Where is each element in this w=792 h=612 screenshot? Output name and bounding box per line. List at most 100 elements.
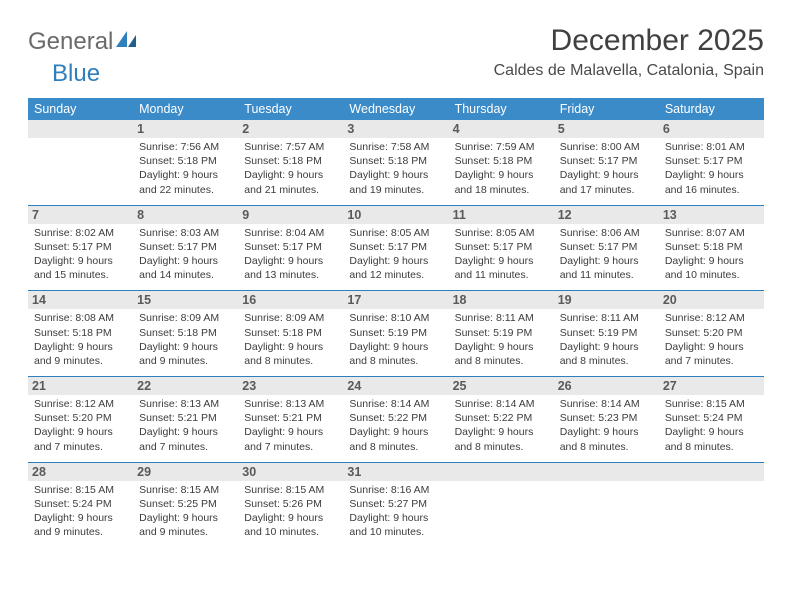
day-cell: 7Sunrise: 8:02 AMSunset: 5:17 PMDaylight… [28, 206, 133, 291]
day-cell: 24Sunrise: 8:14 AMSunset: 5:22 PMDayligh… [343, 377, 448, 462]
sunrise-text: Sunrise: 8:03 AM [139, 226, 232, 240]
day-cell: 13Sunrise: 8:07 AMSunset: 5:18 PMDayligh… [659, 206, 764, 291]
day-number: 22 [133, 377, 238, 395]
daylight-line1: Daylight: 9 hours [34, 425, 127, 439]
sunrise-text: Sunrise: 8:07 AM [665, 226, 758, 240]
day-info: Sunrise: 8:15 AMSunset: 5:24 PMDaylight:… [665, 397, 758, 454]
daylight-line1: Daylight: 9 hours [560, 425, 653, 439]
sunrise-text: Sunrise: 8:09 AM [244, 311, 337, 325]
sunrise-text: Sunrise: 7:58 AM [349, 140, 442, 154]
day-info: Sunrise: 8:00 AMSunset: 5:17 PMDaylight:… [560, 140, 653, 197]
daylight-line2: and 8 minutes. [455, 440, 548, 454]
day-cell: 3 Sunrise: 7:58 AMSunset: 5:18 PMDaylight… [343, 120, 448, 205]
sunrise-text: Sunrise: 8:02 AM [34, 226, 127, 240]
day-cell: 1 Sunrise: 7:56 AMSunset: 5:18 PMDaylight… [133, 120, 238, 205]
day-number: 27 [659, 377, 764, 395]
day-cell: 16Sunrise: 8:09 AMSunset: 5:18 PMDayligh… [238, 291, 343, 376]
sunrise-text: Sunrise: 8:08 AM [34, 311, 127, 325]
day-header: Thursday [449, 98, 554, 120]
daylight-line1: Daylight: 9 hours [455, 340, 548, 354]
sunset-text: Sunset: 5:18 PM [244, 154, 337, 168]
day-number: 26 [554, 377, 659, 395]
sunset-text: Sunset: 5:19 PM [455, 326, 548, 340]
sunrise-text: Sunrise: 8:05 AM [455, 226, 548, 240]
day-cell: 31 Sunrise: 8:16 AMSunset: 5:27 PMDayligh… [343, 463, 448, 548]
daylight-line2: and 8 minutes. [349, 440, 442, 454]
sunrise-text: Sunrise: 8:14 AM [560, 397, 653, 411]
day-info: Sunrise: 8:10 AMSunset: 5:19 PMDaylight:… [349, 311, 442, 368]
day-number-empty [659, 463, 764, 481]
daylight-line1: Daylight: 9 hours [244, 168, 337, 182]
sunrise-text: Sunrise: 8:06 AM [560, 226, 653, 240]
sunrise-text: Sunrise: 8:04 AM [244, 226, 337, 240]
sunrise-text: Sunrise: 7:57 AM [244, 140, 337, 154]
day-number: 4 [449, 120, 554, 138]
daylight-line1: Daylight: 9 hours [139, 340, 232, 354]
sunset-text: Sunset: 5:25 PM [139, 497, 232, 511]
daylight-line2: and 19 minutes. [349, 183, 442, 197]
day-number: 30 [238, 463, 343, 481]
sunset-text: Sunset: 5:23 PM [560, 411, 653, 425]
daylight-line2: and 10 minutes. [244, 525, 337, 539]
day-header-row: Sunday Monday Tuesday Wednesday Thursday… [28, 98, 764, 120]
daylight-line2: and 7 minutes. [139, 440, 232, 454]
daylight-line2: and 17 minutes. [560, 183, 653, 197]
day-cell: 20Sunrise: 8:12 AMSunset: 5:20 PMDayligh… [659, 291, 764, 376]
day-info: Sunrise: 8:15 AMSunset: 5:24 PMDaylight:… [34, 483, 127, 540]
sunrise-text: Sunrise: 7:56 AM [139, 140, 232, 154]
daylight-line2: and 7 minutes. [244, 440, 337, 454]
day-number: 12 [554, 206, 659, 224]
day-info: Sunrise: 7:58 AMSunset: 5:18 PMDaylight:… [349, 140, 442, 197]
day-cell: 10Sunrise: 8:05 AMSunset: 5:17 PMDayligh… [343, 206, 448, 291]
sunset-text: Sunset: 5:18 PM [139, 326, 232, 340]
daylight-line1: Daylight: 9 hours [244, 254, 337, 268]
daylight-line1: Daylight: 9 hours [455, 168, 548, 182]
sunrise-text: Sunrise: 8:09 AM [139, 311, 232, 325]
daylight-line2: and 8 minutes. [560, 354, 653, 368]
day-number: 10 [343, 206, 448, 224]
day-number: 21 [28, 377, 133, 395]
day-number-empty [28, 120, 133, 138]
day-info: Sunrise: 8:13 AMSunset: 5:21 PMDaylight:… [244, 397, 337, 454]
daylight-line1: Daylight: 9 hours [349, 340, 442, 354]
day-number-empty [554, 463, 659, 481]
day-cell: 29 Sunrise: 8:15 AMSunset: 5:25 PMDayligh… [133, 463, 238, 548]
day-info: Sunrise: 8:14 AMSunset: 5:23 PMDaylight:… [560, 397, 653, 454]
sunrise-text: Sunrise: 8:12 AM [665, 311, 758, 325]
day-cell: 4Sunrise: 7:59 AMSunset: 5:18 PMDaylight… [449, 120, 554, 205]
day-info: Sunrise: 8:16 AMSunset: 5:27 PMDaylight:… [349, 483, 442, 540]
day-header: Saturday [659, 98, 764, 120]
daylight-line2: and 9 minutes. [34, 354, 127, 368]
daylight-line1: Daylight: 9 hours [244, 425, 337, 439]
day-cell: 9Sunrise: 8:04 AMSunset: 5:17 PMDaylight… [238, 206, 343, 291]
sunset-text: Sunset: 5:27 PM [349, 497, 442, 511]
day-number: 29 [133, 463, 238, 481]
day-header: Friday [554, 98, 659, 120]
daylight-line2: and 14 minutes. [139, 268, 232, 282]
day-info: Sunrise: 8:15 AMSunset: 5:25 PMDaylight:… [139, 483, 232, 540]
day-header: Monday [133, 98, 238, 120]
daylight-line1: Daylight: 9 hours [349, 254, 442, 268]
day-number: 11 [449, 206, 554, 224]
sunset-text: Sunset: 5:18 PM [139, 154, 232, 168]
day-info: Sunrise: 8:02 AMSunset: 5:17 PMDaylight:… [34, 226, 127, 283]
day-number: 3 [343, 120, 448, 138]
sunrise-text: Sunrise: 8:05 AM [349, 226, 442, 240]
daylight-line2: and 8 minutes. [244, 354, 337, 368]
sunrise-text: Sunrise: 8:14 AM [349, 397, 442, 411]
daylight-line1: Daylight: 9 hours [665, 254, 758, 268]
week-row: 7Sunrise: 8:02 AMSunset: 5:17 PMDaylight… [28, 206, 764, 291]
day-cell: 12Sunrise: 8:06 AMSunset: 5:17 PMDayligh… [554, 206, 659, 291]
sunset-text: Sunset: 5:22 PM [455, 411, 548, 425]
sunrise-text: Sunrise: 8:11 AM [455, 311, 548, 325]
daylight-line1: Daylight: 9 hours [665, 340, 758, 354]
day-number: 5 [554, 120, 659, 138]
day-number: 1 [133, 120, 238, 138]
day-header: Wednesday [343, 98, 448, 120]
daylight-line1: Daylight: 9 hours [34, 254, 127, 268]
day-info: Sunrise: 8:15 AMSunset: 5:26 PMDaylight:… [244, 483, 337, 540]
day-info: Sunrise: 8:04 AMSunset: 5:17 PMDaylight:… [244, 226, 337, 283]
sunset-text: Sunset: 5:17 PM [455, 240, 548, 254]
day-number: 31 [343, 463, 448, 481]
day-info: Sunrise: 7:56 AMSunset: 5:18 PMDaylight:… [139, 140, 232, 197]
